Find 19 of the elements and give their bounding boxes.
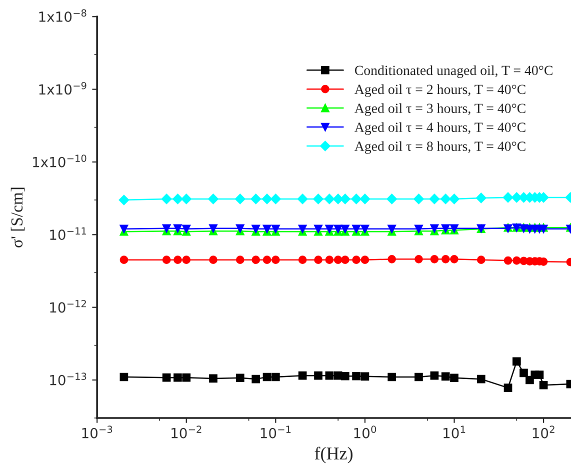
y-tick-label: 10$^{−12}$ bbox=[50, 300, 86, 313]
legend-label: Aged oil τ = 8 hours, T = 40°C bbox=[354, 141, 526, 154]
x-tick-label: 10$^{1}$ bbox=[444, 426, 466, 438]
legend-label: Aged oil τ = 2 hours, T = 40°C bbox=[354, 84, 526, 97]
x-tick-label: 10$^{−1}$ bbox=[260, 426, 291, 438]
y-tick-label: 10$^{−13}$ bbox=[50, 372, 86, 386]
legend-label: Aged oil τ = 3 hours, T = 40°C bbox=[354, 103, 526, 116]
y-tick-label: 1x10$^{−9}$ bbox=[39, 82, 86, 95]
y-axis-title: σ' [S/cm] bbox=[10, 188, 25, 248]
legend-label: Conditionated unaged oil, T = 40°C bbox=[354, 65, 552, 78]
x-tick-label: 10$^{2}$ bbox=[532, 426, 554, 438]
y-tick-label: 10$^{−11}$ bbox=[50, 227, 86, 240]
x-tick-label: 10$^{−2}$ bbox=[172, 426, 202, 438]
x-tick-label: 10$^{0}$ bbox=[354, 426, 376, 438]
x-tick-label: 10$^{−3}$ bbox=[82, 426, 112, 438]
legend-label: Aged oil τ = 4 hours, T = 40°C bbox=[354, 122, 526, 135]
y-tick-label: 1x10$^{−10}$ bbox=[33, 154, 86, 168]
y-tick-label: 1x10$^{−8}$ bbox=[39, 9, 86, 22]
x-axis-title: f(Hz) bbox=[314, 446, 352, 464]
